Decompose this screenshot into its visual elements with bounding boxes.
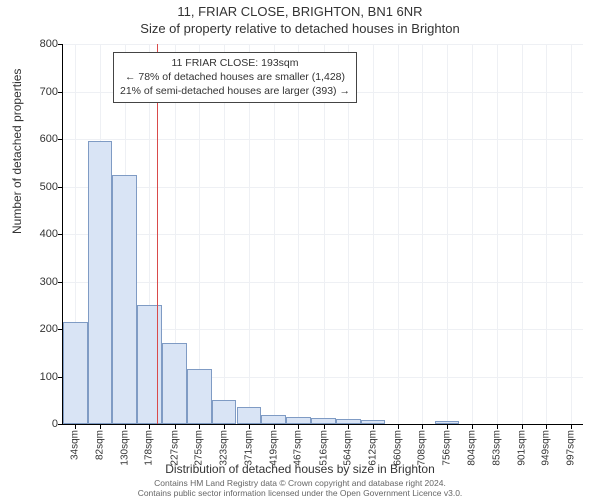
x-tick-mark	[298, 424, 299, 429]
chart-area: 34sqm82sqm130sqm178sqm227sqm275sqm323sqm…	[62, 44, 582, 424]
histogram-bar	[162, 343, 187, 424]
grid-line	[398, 44, 399, 424]
x-tick-mark	[125, 424, 126, 429]
histogram-bar	[336, 419, 361, 424]
x-axis-label: Distribution of detached houses by size …	[0, 462, 600, 476]
grid-line	[571, 44, 572, 424]
grid-line	[497, 44, 498, 424]
x-tick-label: 467sqm	[293, 430, 304, 466]
histogram-bar	[88, 141, 113, 424]
histogram-bar	[187, 369, 212, 424]
info-line: 11 FRIAR CLOSE: 193sqm	[120, 56, 350, 70]
x-tick-label: 419sqm	[268, 430, 279, 466]
grid-line	[422, 44, 423, 424]
x-tick-label: 708sqm	[417, 430, 428, 466]
x-tick-mark	[373, 424, 374, 429]
footer-line1: Contains HM Land Registry data © Crown c…	[154, 478, 446, 488]
x-tick-label: 178sqm	[144, 430, 155, 466]
x-tick-label: 660sqm	[392, 430, 403, 466]
y-tick-label: 700	[18, 86, 58, 98]
footer-attribution: Contains HM Land Registry data © Crown c…	[0, 478, 600, 498]
x-tick-mark	[100, 424, 101, 429]
histogram-bar	[261, 415, 286, 425]
histogram-bar	[286, 417, 311, 424]
x-tick-label: 227sqm	[169, 430, 180, 466]
x-tick-mark	[149, 424, 150, 429]
x-tick-label: 949sqm	[541, 430, 552, 466]
x-tick-mark	[522, 424, 523, 429]
footer-line2: Contains public sector information licen…	[138, 488, 463, 498]
y-tick-mark	[58, 282, 63, 283]
histogram-bar	[212, 400, 237, 424]
histogram-bar	[435, 421, 460, 424]
x-tick-label: 371sqm	[243, 430, 254, 466]
x-tick-mark	[224, 424, 225, 429]
histogram-bar	[112, 175, 137, 424]
y-tick-label: 100	[18, 371, 58, 383]
x-tick-mark	[497, 424, 498, 429]
y-tick-label: 0	[18, 418, 58, 430]
x-tick-label: 853sqm	[492, 430, 503, 466]
x-tick-label: 275sqm	[194, 430, 205, 466]
grid-line	[522, 44, 523, 424]
x-tick-mark	[274, 424, 275, 429]
y-tick-mark	[58, 187, 63, 188]
y-tick-label: 400	[18, 228, 58, 240]
y-tick-label: 800	[18, 38, 58, 50]
histogram-bar	[63, 322, 88, 424]
chart-subtitle: Size of property relative to detached ho…	[0, 21, 600, 36]
histogram-bar	[311, 418, 336, 424]
grid-line	[546, 44, 547, 424]
histogram-bar	[361, 420, 386, 424]
y-tick-label: 500	[18, 181, 58, 193]
y-tick-label: 200	[18, 323, 58, 335]
chart-title: 11, FRIAR CLOSE, BRIGHTON, BN1 6NR	[0, 4, 600, 19]
x-tick-label: 82sqm	[95, 430, 106, 460]
x-tick-label: 564sqm	[343, 430, 354, 466]
x-tick-mark	[324, 424, 325, 429]
grid-line	[472, 44, 473, 424]
histogram-bar	[137, 305, 162, 424]
y-tick-label: 300	[18, 276, 58, 288]
x-tick-label: 34sqm	[70, 430, 81, 460]
x-tick-mark	[472, 424, 473, 429]
x-tick-label: 323sqm	[219, 430, 230, 466]
x-tick-mark	[249, 424, 250, 429]
x-tick-mark	[546, 424, 547, 429]
x-tick-mark	[398, 424, 399, 429]
x-tick-label: 997sqm	[566, 430, 577, 466]
histogram-bar	[237, 407, 262, 424]
x-tick-label: 612sqm	[367, 430, 378, 466]
info-line: ← 78% of detached houses are smaller (1,…	[120, 70, 350, 84]
x-tick-mark	[348, 424, 349, 429]
x-tick-mark	[422, 424, 423, 429]
x-tick-label: 130sqm	[119, 430, 130, 466]
grid-line	[447, 44, 448, 424]
y-tick-label: 600	[18, 133, 58, 145]
y-tick-mark	[58, 424, 63, 425]
x-tick-mark	[447, 424, 448, 429]
info-box: 11 FRIAR CLOSE: 193sqm← 78% of detached …	[113, 52, 357, 103]
x-tick-mark	[199, 424, 200, 429]
x-tick-label: 804sqm	[466, 430, 477, 466]
y-tick-mark	[58, 234, 63, 235]
x-tick-mark	[175, 424, 176, 429]
x-tick-mark	[75, 424, 76, 429]
x-tick-label: 901sqm	[516, 430, 527, 466]
x-tick-label: 756sqm	[442, 430, 453, 466]
y-tick-mark	[58, 92, 63, 93]
grid-line	[373, 44, 374, 424]
y-tick-mark	[58, 44, 63, 45]
x-tick-mark	[571, 424, 572, 429]
title-area: 11, FRIAR CLOSE, BRIGHTON, BN1 6NR Size …	[0, 0, 600, 36]
info-line: 21% of semi-detached houses are larger (…	[120, 84, 350, 98]
x-tick-label: 516sqm	[318, 430, 329, 466]
y-tick-mark	[58, 139, 63, 140]
plot-area: 34sqm82sqm130sqm178sqm227sqm275sqm323sqm…	[62, 44, 583, 425]
